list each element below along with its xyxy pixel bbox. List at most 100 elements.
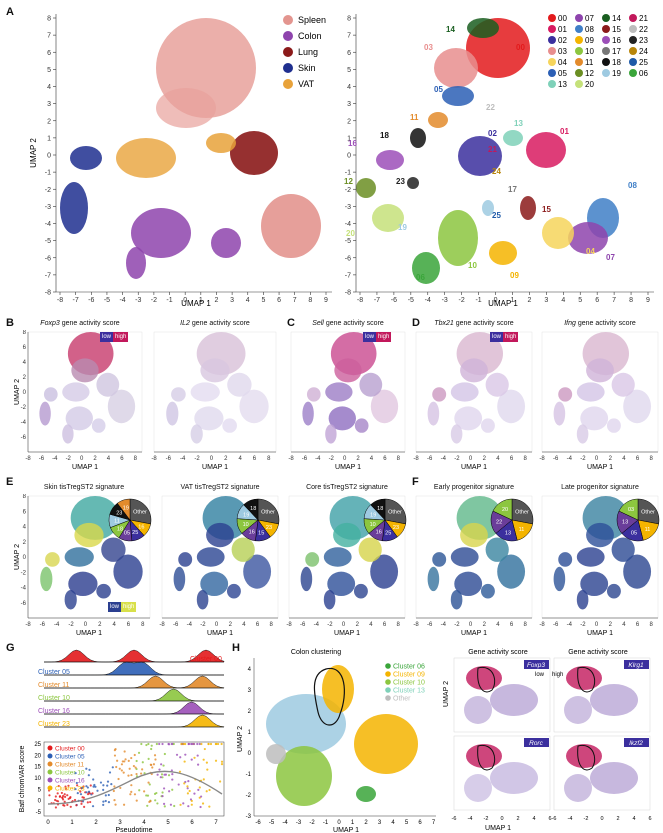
x-tick-label: -4 xyxy=(425,297,431,304)
x-axis-label: UMAP 1 xyxy=(202,464,228,471)
ridge-label: Cluster 16 xyxy=(38,708,70,715)
pie-label: 05 xyxy=(631,530,637,536)
x-axis-label: UMAP 1 xyxy=(333,827,359,832)
scatter-point xyxy=(186,785,189,788)
x-tick-label: 8 xyxy=(267,456,271,462)
scatter-point xyxy=(130,790,133,794)
x-tick-label: 6 xyxy=(636,622,640,628)
x-tick-label: -4 xyxy=(314,622,320,628)
y-tick-label: -3 xyxy=(246,814,252,820)
scatter-point xyxy=(92,778,95,781)
svg-text:Colon: Colon xyxy=(298,31,322,41)
x-tick-label: 4 xyxy=(632,816,635,822)
scatter-point xyxy=(127,759,130,762)
x-tick-label: 3 xyxy=(544,297,548,304)
scatter-point xyxy=(167,743,171,746)
cluster-legend-item: 04 xyxy=(548,58,567,67)
scatter-point xyxy=(182,802,185,805)
svg-text:20: 20 xyxy=(585,80,594,89)
y-tick-label: 1 xyxy=(248,730,252,736)
cluster-label-11: 11 xyxy=(410,113,419,122)
x-tick-label: 2 xyxy=(516,816,519,822)
ridge-label: Cluster 11 xyxy=(38,682,69,689)
y-tick-label: -6 xyxy=(345,255,351,262)
x-tick-label: 8 xyxy=(524,622,528,628)
x-tick-label: 7 xyxy=(612,297,616,304)
cluster-legend-item: 10 xyxy=(575,47,594,56)
x-tick-label: 4 xyxy=(112,622,116,628)
x-tick-label: -2 xyxy=(459,297,465,304)
scatter-point xyxy=(184,742,187,746)
x-tick-label: -6 xyxy=(88,297,94,304)
x-tick-label: -7 xyxy=(73,297,79,304)
cluster-legend-item: 07 xyxy=(575,14,594,23)
svg-text:23: 23 xyxy=(639,36,648,45)
scatter-point xyxy=(87,790,91,793)
cluster-legend-item: 16 xyxy=(602,36,621,45)
x-axis-label: UMAP 1 xyxy=(485,825,511,832)
scatter-point xyxy=(201,802,205,805)
scatter-point xyxy=(107,793,110,797)
cluster-label-13: 13 xyxy=(514,119,523,128)
scatter-point xyxy=(202,778,205,781)
x-tick-label: -1 xyxy=(166,297,172,304)
x-tick-label: 4 xyxy=(246,297,250,304)
scatter-point xyxy=(69,805,72,808)
scatter-point xyxy=(113,799,116,802)
scatter-point xyxy=(91,805,95,808)
x-tick-label: 1 xyxy=(70,820,74,826)
x-tick-label: -2 xyxy=(68,622,74,628)
scatter-point xyxy=(88,768,91,771)
x-tick-label: -4 xyxy=(52,456,58,462)
scatter-point xyxy=(180,742,183,746)
svg-text:21: 21 xyxy=(639,14,648,23)
y-tick-label: -2 xyxy=(45,187,51,194)
pie-label: 19 xyxy=(243,512,249,518)
x-tick-label: -8 xyxy=(413,456,419,462)
svg-text:03: 03 xyxy=(558,47,567,56)
x-tick-label: 0 xyxy=(595,456,599,462)
trend-line xyxy=(47,770,223,805)
h-cluster-cloud xyxy=(276,746,332,806)
y-tick-label: 0 xyxy=(248,751,252,757)
x-tick-label: -1 xyxy=(475,297,481,304)
panel-title: VAT tisTregST2 signature xyxy=(180,484,260,491)
scatter-point xyxy=(88,792,92,795)
scatter-point xyxy=(130,784,133,787)
x-axis-label: UMAP 1 xyxy=(461,630,487,637)
scatter-point xyxy=(116,759,119,762)
scatter-point xyxy=(169,803,172,806)
scatter-point xyxy=(183,760,186,763)
scatter-point xyxy=(190,742,193,746)
x-tick-label: 4 xyxy=(142,820,146,826)
svg-text:Cluster 10: Cluster 10 xyxy=(55,770,85,777)
y-tick-label: 15 xyxy=(34,765,41,771)
y-tick-label: 8 xyxy=(347,16,351,23)
x-tick-label: -5 xyxy=(408,297,414,304)
tissue-legend-item: VAT xyxy=(283,79,315,89)
gene-name: Klrg1 xyxy=(628,662,644,669)
svg-text:Cluster 05: Cluster 05 xyxy=(55,754,85,761)
x-tick-label: 8 xyxy=(270,622,274,628)
scatter-point xyxy=(122,803,126,806)
y-tick-label: 4 xyxy=(347,84,351,91)
x-tick-label: -2 xyxy=(66,456,72,462)
scatter-point xyxy=(56,800,60,803)
y-tick-label: 2 xyxy=(248,709,252,715)
h-legend-item: Cluster 06 xyxy=(385,663,425,671)
x-tick-label: 8 xyxy=(397,456,401,462)
x-axis-label: UMAP 1 xyxy=(334,630,360,637)
cluster-legend-item: 03 xyxy=(548,47,567,56)
x-tick-label: -8 xyxy=(159,622,165,628)
svg-text:Cluster 13: Cluster 13 xyxy=(393,688,425,695)
scatter-point xyxy=(86,793,90,796)
cluster-legend-item: 08 xyxy=(575,25,594,34)
svg-text:Skin: Skin xyxy=(298,63,316,73)
y-tick-label: 3 xyxy=(347,101,351,108)
y-tick-label: 1 xyxy=(47,135,51,142)
cluster-legend-item: 19 xyxy=(602,69,621,78)
cluster-label-04: 04 xyxy=(586,247,595,256)
x-tick-label: -8 xyxy=(288,456,294,462)
